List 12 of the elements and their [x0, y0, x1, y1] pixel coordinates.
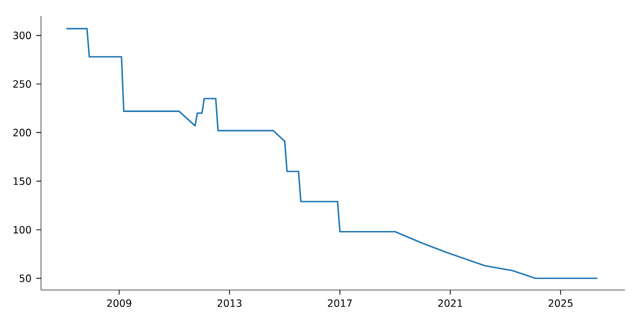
x-tick-label: 2013 [218, 299, 242, 307]
y-tick-label: 250 [13, 80, 31, 88]
x-tick-label: 2017 [328, 299, 352, 307]
x-tick-label: 2021 [438, 299, 462, 307]
y-tick-label: 150 [14, 177, 31, 185]
x-tick-label: 2025 [548, 299, 572, 307]
y-tick-label: 300 [13, 32, 31, 40]
y-tick-label: 100 [14, 226, 31, 234]
y-tick-label: 50 [20, 274, 31, 282]
y-tick-label: 200 [13, 128, 31, 136]
x-tick-label: 2009 [107, 299, 132, 307]
line-series [66, 28, 598, 280]
